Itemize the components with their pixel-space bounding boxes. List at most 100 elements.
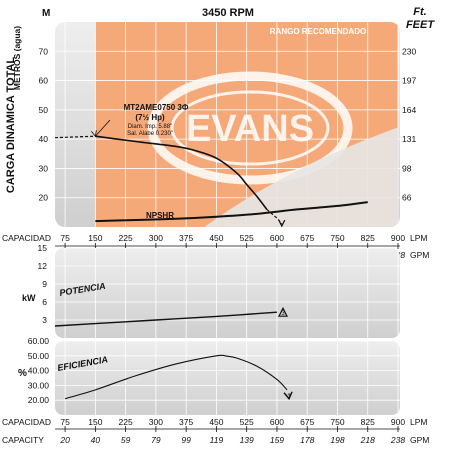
head-yticks-right: 66 98 131 164 197 230 xyxy=(402,46,416,202)
head-curve-arrow xyxy=(278,219,286,228)
head-curves xyxy=(54,119,368,228)
lpm-tick-label: 825 xyxy=(361,233,375,243)
gpm-tick-label: 178 xyxy=(300,435,314,445)
lpm-tick-label: 600 xyxy=(270,417,284,427)
lpm-tick-label: 375 xyxy=(179,417,193,427)
head-ytick-left-label: 20 xyxy=(39,193,49,203)
efficiency-ytick-label: 60.00 xyxy=(28,336,50,346)
lpm-tick-label: 525 xyxy=(240,417,254,427)
non-operating-region xyxy=(204,127,398,227)
head-ytick-left-label: 60 xyxy=(39,76,49,86)
range-label: RANGO RECOMENDADO xyxy=(270,27,366,36)
efficiency-panel xyxy=(55,341,400,415)
power-ylabel: kW xyxy=(22,293,36,303)
lpm-tick-label: 225 xyxy=(119,417,133,427)
head-ytick-right-label: 230 xyxy=(402,46,416,56)
efficiency-ytick-label: 20.00 xyxy=(28,395,50,405)
capacity-axis-bottom: CAPACIDAD 75 20 150 40 225 59 300 79 375 99 450 119 5… xyxy=(2,417,429,445)
lpm-tick-label: 750 xyxy=(330,417,344,427)
power-ytick-label: 9 xyxy=(42,279,47,289)
gpm-tick-label: 218 xyxy=(360,435,375,445)
lpm-unit: LPM xyxy=(410,233,427,243)
efficiency-marker-label: 3 xyxy=(287,394,291,400)
lpm-tick-label: 375 xyxy=(179,233,193,243)
power-panel xyxy=(55,248,400,338)
head-ytick-left-label: 70 xyxy=(39,46,49,56)
lpm-unit: LPM xyxy=(410,417,427,427)
lpm-tick-label: 900 xyxy=(391,417,405,427)
gpm-tick-label: 159 xyxy=(270,435,284,445)
model-impeller: Diam. Imp. 5.88" xyxy=(128,124,172,130)
model-name: MT2AME0750 3Φ xyxy=(124,103,189,112)
power-marker xyxy=(278,306,288,317)
gpm-tick-label: 59 xyxy=(121,435,131,445)
lpm-tick-label: 75 xyxy=(60,233,70,243)
evans-logo: EVANS xyxy=(147,71,353,185)
gpm-unit: GPM xyxy=(410,435,429,445)
lpm-tick-label: 450 xyxy=(209,417,223,427)
lpm-tick-label: 150 xyxy=(88,417,102,427)
power-curve: 3 xyxy=(54,306,288,327)
head-ytick-left-label: 50 xyxy=(39,105,49,115)
model-vane: Sal. Alabe 0.230" xyxy=(127,131,173,137)
power-ytick-label: 3 xyxy=(42,315,47,325)
lpm-tick-label: 675 xyxy=(300,417,314,427)
efficiency-ytick-label: 50.00 xyxy=(28,351,50,361)
head-ytick-left-label: 40 xyxy=(39,134,49,144)
power-marker-label: 3 xyxy=(281,311,285,317)
gpm-tick-label: 20 xyxy=(59,435,70,445)
capacity-label: CAPACIDAD xyxy=(2,233,51,243)
efficiency-curve: 3 xyxy=(64,354,293,401)
feet-label: FEET xyxy=(406,19,435,31)
rpm-title: 3450 RPM xyxy=(202,7,254,19)
lpm-tick-label: 300 xyxy=(149,233,163,243)
efficiency-ytick-label: 30.00 xyxy=(28,380,50,390)
head-yticks-left: 20 30 40 50 60 70 xyxy=(39,46,49,202)
npshr-curve xyxy=(95,201,368,223)
model-leader-line xyxy=(95,119,111,137)
carga-dinamica-label: CARGA DINAMICA TOTAL xyxy=(5,57,17,194)
gpm-tick-label: 40 xyxy=(91,435,101,445)
npshr-label: NPSHR xyxy=(146,211,174,220)
efficiency-marker xyxy=(283,391,293,401)
lpm-tick-label: 300 xyxy=(149,417,163,427)
gpm-tick-label: 198 xyxy=(330,435,344,445)
lpm-tick-label: 825 xyxy=(361,417,375,427)
efficiency-ytick-label: 40.00 xyxy=(28,366,50,376)
head-ytick-right-label: 66 xyxy=(402,193,412,203)
head-ytick-right-label: 131 xyxy=(402,134,416,144)
lpm-tick-label: 225 xyxy=(119,233,133,243)
efficiency-yticks: 20.00 30.00 40.00 50.00 60.00 xyxy=(28,336,50,405)
head-ytick-left-label: 30 xyxy=(39,163,49,173)
head-ytick-right-label: 164 xyxy=(402,105,416,115)
capacity-label: CAPACIDAD xyxy=(2,417,51,427)
gpm-tick-label: 139 xyxy=(240,435,254,445)
lpm-tick-label: 600 xyxy=(270,233,284,243)
power-ytick-label: 15 xyxy=(38,243,48,253)
efficiency-line xyxy=(64,354,288,400)
lpm-tick-label: 750 xyxy=(330,233,344,243)
lpm-tick-label: 75 xyxy=(60,417,70,427)
capacity-label-en: CAPACITY xyxy=(2,435,44,445)
efficiency-ylabel: % xyxy=(18,368,27,379)
model-leader-arrow xyxy=(91,130,97,138)
evans-logo-text: EVANS xyxy=(186,108,314,150)
gpm-tick-label: 119 xyxy=(210,435,224,445)
gpm-tick-label: 79 xyxy=(151,435,161,445)
gpm-unit: GPM xyxy=(410,250,429,260)
ft-label: Ft. xyxy=(413,6,426,18)
power-yticks: 3 6 9 12 15 xyxy=(38,243,48,325)
head-curve-dashed xyxy=(54,135,96,139)
head-ytick-right-label: 197 xyxy=(402,76,416,86)
model-label: MT2AME0750 3Φ (7½ Hp) Diam. Imp. 5.88" S… xyxy=(124,103,189,137)
metros-label: METROS (agua) xyxy=(12,26,22,90)
model-power: (7½ Hp) xyxy=(135,113,165,122)
head-ytick-right-label: 98 xyxy=(402,163,412,173)
lpm-tick-label: 900 xyxy=(391,233,405,243)
head-curve xyxy=(95,135,268,210)
unit-letter-m: M xyxy=(42,8,50,19)
gpm-tick-label: 99 xyxy=(181,435,191,445)
lpm-tick-label: 150 xyxy=(88,233,102,243)
